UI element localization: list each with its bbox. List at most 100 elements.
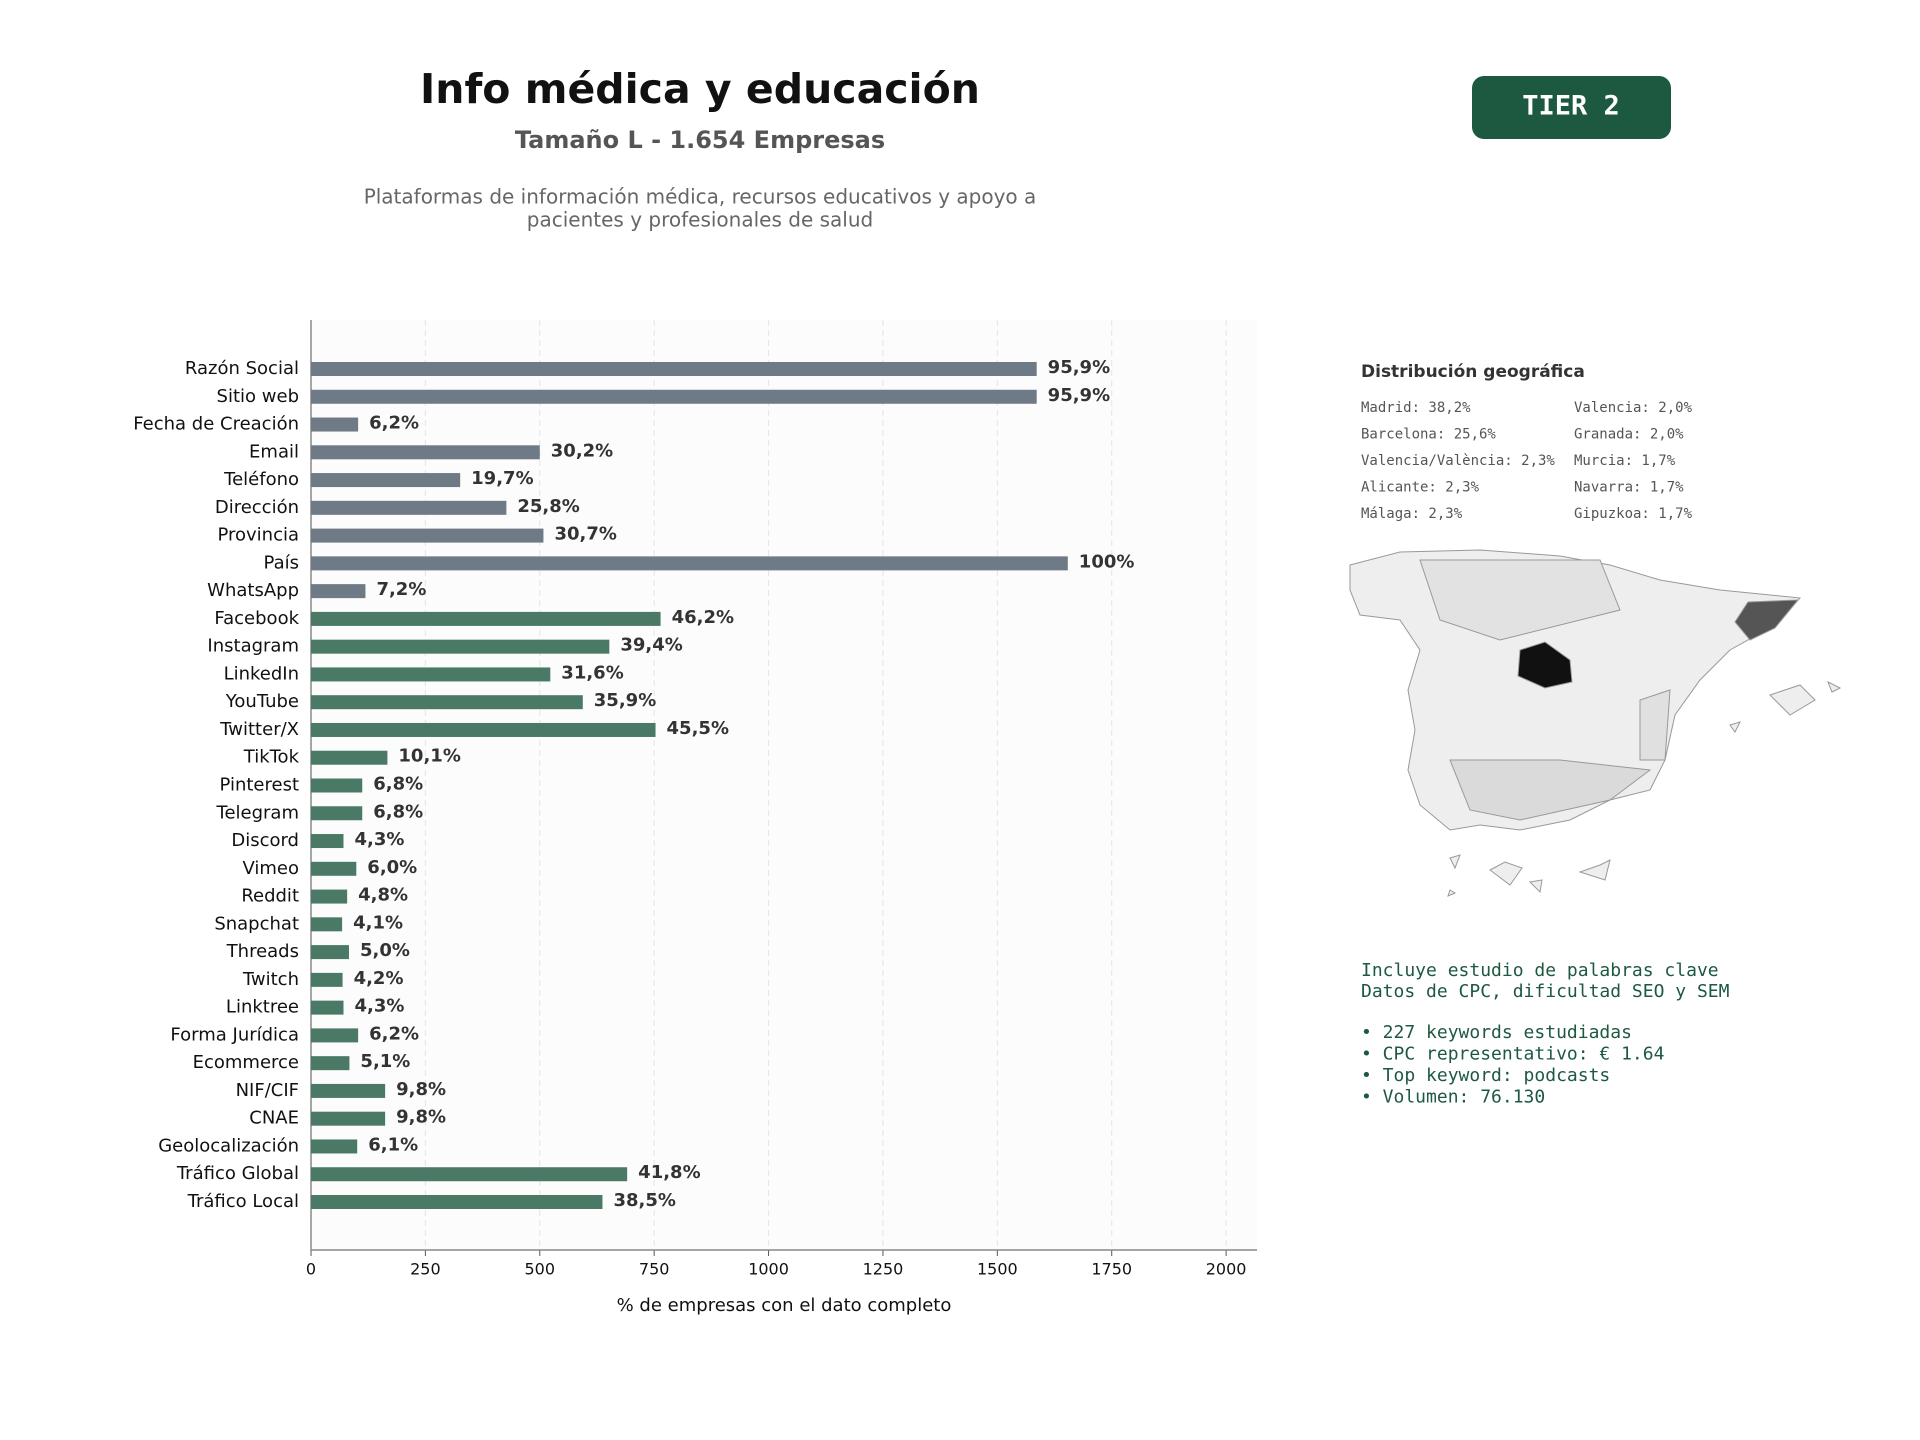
bar xyxy=(311,1167,628,1182)
y-tick-label: Instagram xyxy=(207,636,299,657)
y-tick-label: Razón Social xyxy=(185,358,299,379)
data-label: 6,2% xyxy=(369,413,419,434)
data-label: 30,2% xyxy=(551,440,613,461)
data-label: 46,2% xyxy=(672,607,734,628)
bar xyxy=(311,1139,358,1154)
x-tick-label: 1000 xyxy=(748,1260,789,1279)
geo-item: Alicante: 2,3% xyxy=(1361,480,1480,496)
y-tick-label: Vimeo xyxy=(242,858,299,879)
bar xyxy=(311,1000,344,1015)
data-label: 45,5% xyxy=(667,718,729,739)
data-label: 4,1% xyxy=(353,912,403,933)
data-label: 6,0% xyxy=(367,857,417,878)
y-tick-label: LinkedIn xyxy=(224,663,299,684)
geo-title: Distribución geográfica xyxy=(1361,362,1585,382)
bar xyxy=(311,445,540,460)
bar xyxy=(311,1111,386,1126)
y-tick-label: Teléfono xyxy=(223,469,299,490)
bar xyxy=(311,556,1068,571)
keyword-text: Incluye estudio de palabras clave xyxy=(1361,960,1719,981)
data-label: 6,1% xyxy=(368,1134,418,1155)
bar xyxy=(311,500,507,515)
geo-item: Valencia: 2,0% xyxy=(1574,400,1693,416)
y-tick-label: Fecha de Creación xyxy=(133,414,299,435)
y-tick-label: Telegram xyxy=(216,802,299,823)
data-label: 35,9% xyxy=(594,690,656,711)
bar xyxy=(311,417,359,432)
data-label: 41,8% xyxy=(638,1162,700,1183)
y-tick-label: Geolocalización xyxy=(158,1135,299,1156)
bar xyxy=(311,945,349,960)
y-tick-label: Email xyxy=(249,441,299,462)
bar xyxy=(311,639,610,654)
data-label: 7,2% xyxy=(376,579,426,600)
y-tick-label: Facebook xyxy=(214,608,299,629)
bar xyxy=(311,1028,359,1043)
bar xyxy=(311,362,1037,376)
y-tick-label: Linktree xyxy=(226,997,299,1018)
data-label: 19,7% xyxy=(471,468,533,489)
data-label: 95,9% xyxy=(1048,357,1110,378)
bar xyxy=(311,861,357,876)
x-tick-label: 750 xyxy=(639,1260,670,1279)
map xyxy=(1349,549,1842,897)
data-label: 6,8% xyxy=(373,774,423,795)
geo-item: Gipuzkoa: 1,7% xyxy=(1574,506,1693,522)
data-label: 9,8% xyxy=(396,1107,446,1128)
y-tick-label: Dirección xyxy=(215,497,299,518)
bar xyxy=(311,611,661,626)
data-label: 31,6% xyxy=(561,662,623,683)
y-tick-label: Threads xyxy=(226,941,299,962)
data-label: 95,9% xyxy=(1048,385,1110,406)
y-tick-label: NIF/CIF xyxy=(236,1080,299,1101)
data-label: 100% xyxy=(1079,551,1135,572)
x-axis-label: % de empresas con el dato completo xyxy=(617,1295,952,1316)
y-tick-label: Reddit xyxy=(241,886,299,907)
x-tick-label: 1750 xyxy=(1091,1260,1132,1279)
chart-title: Info médica y educación xyxy=(420,65,980,113)
bar xyxy=(311,778,363,793)
bar xyxy=(311,722,656,737)
x-tick-label: 0 xyxy=(306,1260,316,1279)
bar xyxy=(311,806,363,821)
x-tick-label: 1250 xyxy=(863,1260,904,1279)
geo-item: Málaga: 2,3% xyxy=(1361,506,1463,522)
data-label: 10,1% xyxy=(398,746,460,767)
data-label: 6,8% xyxy=(373,801,423,822)
y-tick-label: Pinterest xyxy=(219,775,299,796)
x-tick-label: 2000 xyxy=(1206,1260,1247,1279)
data-label: 4,2% xyxy=(354,968,404,989)
plot-area xyxy=(311,320,1257,1250)
y-tick-label: YouTube xyxy=(225,691,299,712)
bar xyxy=(311,750,388,765)
bar xyxy=(311,917,343,932)
data-label: 25,8% xyxy=(517,496,579,517)
geo-item: Granada: 2,0% xyxy=(1574,427,1684,443)
y-tick-label: Provincia xyxy=(217,525,299,546)
data-label: 39,4% xyxy=(620,635,682,656)
y-tick-label: Forma Jurídica xyxy=(170,1024,299,1045)
y-tick-label: Twitch xyxy=(242,969,299,990)
data-label: 38,5% xyxy=(613,1190,675,1211)
keyword-bullet: • CPC representativo: € 1.64 xyxy=(1361,1044,1664,1065)
badge-text: TIER 2 xyxy=(1522,91,1620,122)
x-tick-label: 500 xyxy=(525,1260,556,1279)
geo-item: Valencia/València: 2,3% xyxy=(1361,453,1555,469)
bar xyxy=(311,1056,350,1071)
data-label: 4,8% xyxy=(358,885,408,906)
data-label: 5,0% xyxy=(360,940,410,961)
bar xyxy=(311,1083,386,1098)
y-tick-label: Ecommerce xyxy=(193,1052,299,1073)
x-tick-label: 1500 xyxy=(977,1260,1018,1279)
bar xyxy=(311,834,344,849)
bar xyxy=(311,584,366,599)
y-tick-label: TikTok xyxy=(243,747,300,768)
data-label: 30,7% xyxy=(554,524,616,545)
badge xyxy=(1472,76,1671,139)
y-tick-label: Snapchat xyxy=(214,913,299,934)
y-tick-label: CNAE xyxy=(249,1108,299,1129)
bar xyxy=(311,695,583,710)
x-tick-label: 250 xyxy=(410,1260,441,1279)
